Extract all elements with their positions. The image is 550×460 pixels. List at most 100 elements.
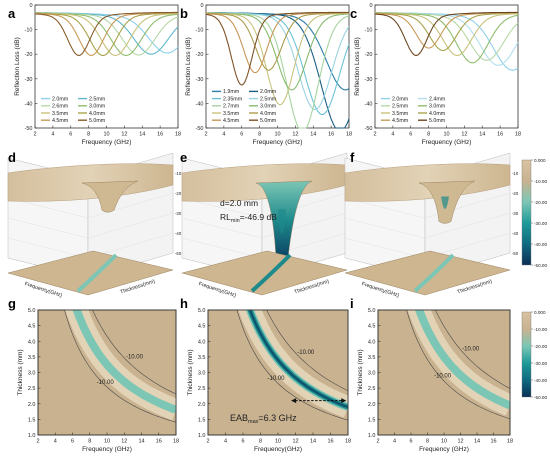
z-tick-label: -10 (175, 171, 182, 176)
x-axis-label: Frequency(GHz) (254, 446, 302, 453)
eab-arrow-right-head (341, 398, 347, 404)
contour-label-upper: -10.00 (297, 350, 315, 356)
legend-label: 3.5mm (52, 111, 69, 117)
x-tick-label: 2 (376, 439, 379, 445)
y-tick-label: 2.0 (28, 402, 36, 408)
colorbar-gradient (521, 159, 532, 266)
colorbar-tick-label: -10.00 (534, 179, 547, 184)
y-tick-label: 1.5 (198, 417, 206, 423)
y-tick-label: 2.5 (28, 386, 36, 392)
legend-label: 3.5mm (223, 111, 240, 117)
floor-absorption-band (250, 253, 292, 293)
plot-frame (34, 4, 179, 129)
y-tick-label: 4.0 (28, 339, 36, 345)
rl-value: =-46.9 dB (240, 212, 277, 222)
x-tick-label: 14 (310, 132, 316, 138)
contour-line-upper (435, 310, 510, 389)
contour-label-upper: -10.00 (462, 346, 480, 352)
x-tick-label: 14 (139, 132, 145, 138)
x-tick-label: 6 (240, 132, 243, 138)
panel-i-contour-map: -10.00 -10.00 2 4 6 8 10 12 14 16 18 1.0 1.5 2.0 2.5 3.… (357, 308, 513, 453)
x-tick-label: 12 (121, 132, 127, 138)
grid-line (424, 212, 511, 239)
eab-annotation: EABmax=6.3 GHz (230, 413, 297, 425)
y-tick-label: -40 (196, 101, 204, 107)
x-tick-label: 4 (54, 439, 57, 445)
x-tick-label: 10 (441, 439, 447, 445)
floor-projection (181, 250, 348, 296)
y-tick-label: 4.5 (198, 324, 206, 330)
y-axis-label: Reflection Loss (dB) (354, 37, 361, 96)
x-tick-label: 14 (138, 439, 144, 445)
y-tick-label: -10 (25, 28, 33, 34)
legend-label: 2.6mm (52, 104, 69, 110)
x-tick-label: 16 (497, 132, 503, 138)
y-tick-label: 4.0 (368, 339, 376, 345)
grid-line (181, 217, 263, 239)
panel-label-b: b (180, 6, 188, 21)
colorbar-tick-label: 0.000 (534, 310, 546, 315)
panel-d-surface-3d: -10-20-30-40-50Reflection Loss(dB)Freque… (7, 152, 192, 299)
x-tick-label: 10 (103, 132, 109, 138)
y-tick-label: 2.0 (368, 402, 376, 408)
y-tick-label: -30 (25, 77, 33, 83)
y-tick-label: -50 (365, 126, 373, 132)
x-tick-label: 14 (474, 439, 480, 445)
series-line-4.5mm (35, 12, 178, 56)
colorbar-tick-label: -30.00 (534, 221, 547, 226)
annotation-rl-min: RLmin=-46.9 dB (220, 212, 277, 224)
x-axis-label: Frequency (GHz) (253, 139, 303, 146)
y-tick-label: -20 (25, 52, 33, 58)
y-tick-label: 1.5 (368, 417, 376, 423)
band-mid (415, 310, 510, 410)
contour-label-lower: -10.00 (434, 373, 452, 379)
y-tick-label: -30 (196, 77, 204, 83)
y-tick-label: 0 (29, 3, 32, 9)
x-tick-label: 18 (346, 132, 352, 138)
well-core (278, 209, 286, 234)
x-tick-label: 12 (292, 439, 298, 445)
legend-label: 1.9mm (223, 89, 240, 95)
x-axis-label: Frequency (GHz) (419, 446, 469, 453)
z-tick-label: -10 (512, 171, 519, 176)
panel-e-surface-3d: -10-20-30-40-50Reflection Loss(dB)Freque… (181, 152, 366, 299)
legend-label: 5.0mm (89, 118, 106, 124)
z-tick-label: -40 (512, 231, 519, 236)
legend-label: 3.0mm (429, 104, 446, 110)
eab-subscript: max (248, 419, 259, 425)
z-tick-label: -50 (512, 251, 519, 256)
x-tick-label: 6 (409, 132, 412, 138)
y-tick-label: 4.5 (368, 324, 376, 330)
legend-label: 3.0mm (260, 104, 277, 110)
panel-label-e: e (180, 150, 187, 165)
x-tick-label: 6 (71, 439, 74, 445)
y-tick-label: -20 (365, 52, 373, 58)
colorbar-tick-label: -50.00 (534, 263, 547, 268)
x-tick-label: 8 (87, 132, 90, 138)
x-tick-label: 18 (173, 439, 179, 445)
x-tick-label: 12 (292, 132, 298, 138)
panel-c-line-chart: 2 4 6 8 10 12 14 16 18 0 -10 -20 -30 -40 -50 Frequency … (354, 3, 521, 146)
legend-label: 4.5mm (52, 118, 69, 124)
contour-line-upper (266, 310, 348, 391)
y-axis-label: Reflection Loss (dB) (14, 37, 21, 96)
panel-g-contour-map: -10.00 -10.00 2 4 6 8 10 12 14 16 18 1.0 1.5 2.0 2.5 3.… (17, 308, 179, 453)
y-tick-label: 2.5 (368, 386, 376, 392)
series-line-4.0mm (375, 12, 518, 52)
legend-label: 3.5mm (392, 111, 409, 117)
y-tick-label: 1.0 (198, 433, 206, 439)
z-tick-label: -30 (175, 211, 182, 216)
series-line-5.0mm (374, 11, 518, 56)
contour-label-lower: -10.00 (268, 376, 286, 382)
panel-a-line-chart: 2 4 6 8 10 12 14 16 18 0 -10 -20 -30 -40 -50 Frequency … (14, 3, 181, 146)
y-tick-label: 3.0 (198, 371, 206, 377)
series-line-3.5mm (375, 12, 518, 56)
y-axis-label: Reflection Loss (dB) (185, 37, 192, 96)
colorbar-tick-label: -20.00 (534, 344, 547, 349)
z-tick-label: -20 (175, 191, 182, 196)
legend-label: 2.35mm (223, 96, 243, 102)
x-axis-label: Frequency (GHz) (82, 139, 132, 146)
series-line-3.5mm (206, 12, 349, 106)
x-tick-label: 18 (507, 439, 513, 445)
